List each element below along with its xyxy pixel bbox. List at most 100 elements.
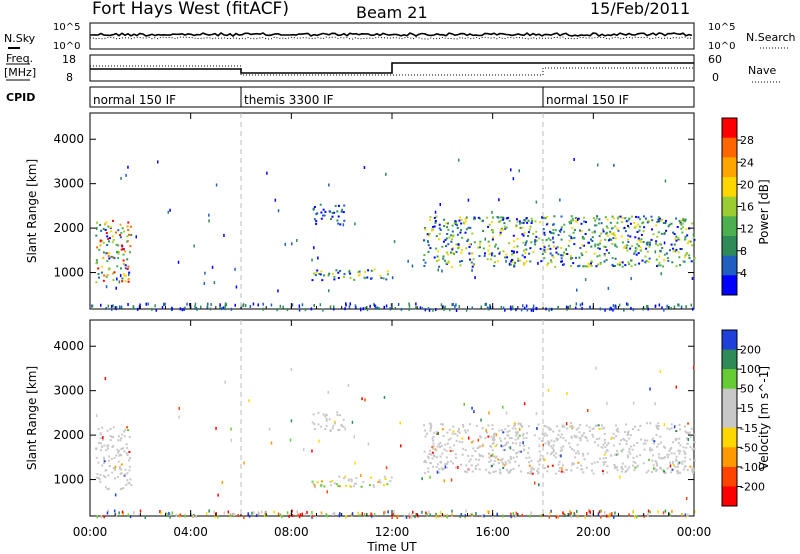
data-cell xyxy=(266,171,268,175)
data-cell xyxy=(429,449,432,452)
data-cell xyxy=(541,253,544,255)
data-cell xyxy=(434,220,437,222)
data-cell xyxy=(583,432,585,435)
data-cell xyxy=(512,512,515,515)
data-cell xyxy=(669,448,672,451)
data-cell xyxy=(458,440,461,443)
data-cell xyxy=(692,233,695,236)
data-cell xyxy=(547,244,550,247)
data-cell xyxy=(657,422,660,425)
data-cell xyxy=(385,172,387,176)
data-cell xyxy=(96,515,98,519)
data-cell xyxy=(664,446,667,449)
data-cell xyxy=(208,219,210,223)
data-cell xyxy=(207,302,209,306)
data-cell xyxy=(326,514,328,518)
data-cell xyxy=(386,273,389,276)
data-cell xyxy=(482,247,485,250)
data-cell xyxy=(553,215,556,218)
data-cell xyxy=(462,425,465,428)
data-cell xyxy=(550,259,552,262)
data-cell xyxy=(605,449,608,452)
data-cell xyxy=(454,453,457,456)
data-cell xyxy=(488,244,491,247)
data-cell xyxy=(411,264,414,268)
data-cell xyxy=(115,286,117,290)
data-cell xyxy=(167,210,169,214)
data-cell xyxy=(663,259,666,262)
data-cell xyxy=(604,308,606,312)
data-cell xyxy=(542,228,545,231)
data-cell xyxy=(382,277,385,280)
colorbar-swatch xyxy=(722,466,737,487)
data-cell xyxy=(444,443,447,446)
data-cell xyxy=(614,237,617,240)
colorbar-tick-label: 200 xyxy=(740,344,761,357)
data-cell xyxy=(179,513,182,517)
data-cell xyxy=(337,222,340,225)
data-cell xyxy=(693,238,696,241)
data-cell xyxy=(122,259,125,262)
data-cell xyxy=(654,460,657,463)
data-cell xyxy=(516,251,519,254)
data-cell xyxy=(624,230,627,233)
data-cell xyxy=(213,281,216,285)
data-cell xyxy=(336,411,339,414)
data-cell xyxy=(116,251,118,254)
data-cell xyxy=(639,249,642,252)
data-cell xyxy=(603,260,606,263)
data-cell xyxy=(447,222,449,225)
data-cell xyxy=(555,247,558,250)
data-cell xyxy=(519,259,522,262)
data-cell xyxy=(640,233,643,236)
data-cell xyxy=(532,304,535,308)
data-cell xyxy=(631,448,634,451)
data-cell xyxy=(301,303,304,307)
data-cell xyxy=(217,493,219,497)
data-cell xyxy=(312,413,315,416)
data-cell xyxy=(107,268,110,271)
data-cell xyxy=(628,450,631,453)
data-cell xyxy=(351,513,353,517)
data-cell xyxy=(560,215,563,218)
data-cell xyxy=(547,443,550,446)
data-cell xyxy=(343,477,345,480)
data-cell xyxy=(680,223,683,226)
data-cell xyxy=(320,211,323,214)
data-cell xyxy=(423,254,426,257)
data-cell xyxy=(105,252,108,255)
data-cell xyxy=(277,289,279,293)
data-cell xyxy=(596,461,599,464)
data-cell xyxy=(670,243,673,246)
data-cell xyxy=(122,487,125,490)
data-cell xyxy=(104,228,107,231)
data-cell xyxy=(210,303,212,306)
data-cell xyxy=(317,423,320,426)
data-cell xyxy=(435,512,437,516)
data-cell xyxy=(593,231,596,234)
data-cell xyxy=(486,306,489,310)
data-cell xyxy=(599,263,602,265)
data-cell xyxy=(424,472,427,475)
data-cell xyxy=(450,478,453,482)
data-cell xyxy=(252,302,255,306)
data-cell xyxy=(528,461,530,464)
nsky-line xyxy=(90,31,693,38)
data-cell xyxy=(569,254,572,257)
data-cell xyxy=(360,474,362,477)
data-cell xyxy=(129,225,132,228)
data-cell xyxy=(432,435,435,438)
data-cell xyxy=(634,425,636,428)
data-cell xyxy=(423,265,426,267)
data-cell xyxy=(321,484,324,487)
data-cell xyxy=(627,430,630,433)
data-cell xyxy=(491,238,494,241)
data-cell xyxy=(502,405,504,409)
data-cell xyxy=(677,238,680,241)
data-cell xyxy=(163,303,165,306)
data-cell xyxy=(581,244,584,247)
data-cell xyxy=(574,435,577,438)
data-cell xyxy=(344,475,347,478)
data-cell xyxy=(109,439,112,442)
